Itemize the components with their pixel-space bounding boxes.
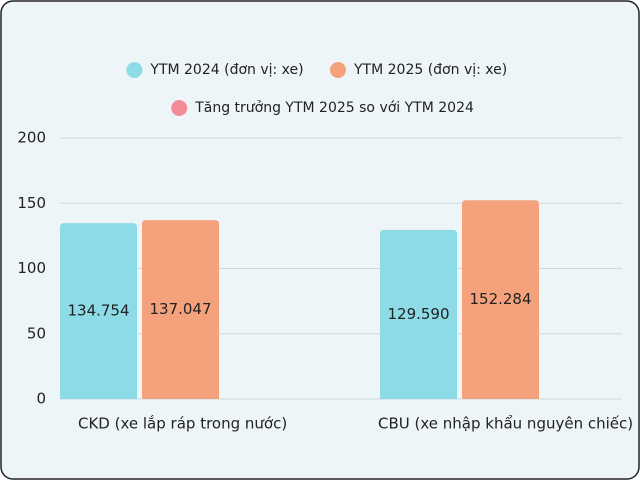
value-label: 137.047 [149,300,211,318]
x-tick-label: CKD (xe lắp ráp trong nước) [78,415,287,433]
bar [142,220,219,399]
legend-label: YTM 2025 (đơn vị: xe) [353,62,507,78]
legend-swatch [330,62,346,78]
bar [60,223,137,399]
x-tick-label: CBU (xe nhập khẩu nguyên chiếc) [378,415,633,433]
y-tick-label: 200 [17,129,46,147]
legend-label: YTM 2024 (đơn vị: xe) [149,62,303,78]
y-tick-label: 100 [17,259,46,277]
y-tick-label: 50 [27,324,46,342]
bar [380,229,457,399]
bar [462,200,539,399]
value-label: 134.754 [67,302,129,320]
value-label: 129.590 [387,305,449,323]
y-tick-label: 0 [36,390,46,408]
legend-label: Tăng trưởng YTM 2025 so với YTM 2024 [194,100,474,116]
legend-swatch [126,62,143,78]
value-label: 152.284 [469,290,531,308]
legend-swatch [171,100,188,116]
y-tick-label: 150 [17,194,46,212]
